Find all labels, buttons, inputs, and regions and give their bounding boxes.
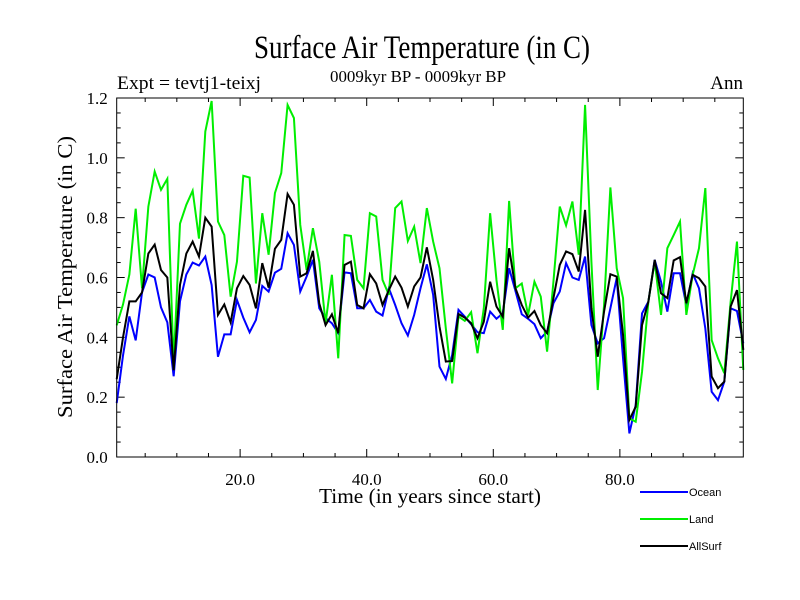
legend-label-allsurf: AllSurf bbox=[689, 541, 722, 553]
season-label: Ann bbox=[710, 73, 743, 94]
chart-subtitle: 0009kyr BP - 0009kyr BP bbox=[330, 67, 506, 86]
chart-title: Surface Air Temperature (in C) bbox=[254, 30, 590, 66]
legend-label-land: Land bbox=[689, 514, 713, 526]
series-line-allsurf bbox=[115, 191, 745, 424]
x-tick-label: 80.0 bbox=[605, 470, 635, 489]
series-layer bbox=[115, 100, 745, 434]
y-tick-label: 1.0 bbox=[86, 149, 107, 168]
y-tick-label: 0.8 bbox=[86, 209, 107, 228]
x-axis-label: Time (in years since start) bbox=[319, 484, 541, 508]
y-tick-label: 0.2 bbox=[86, 388, 107, 407]
axes: 20.0 40.0 60.0 80.0 0.0 0.2 0.4 0.6 0.8 1.0 1.2 bbox=[86, 89, 744, 489]
y-axis-label: Surface Air Temperature (in C) bbox=[53, 136, 77, 418]
experiment-label: Expt = tevtj1-teixj bbox=[117, 73, 261, 94]
legend-label-ocean: Ocean bbox=[689, 487, 721, 499]
y-tick-label: 1.2 bbox=[86, 89, 107, 108]
y-tick-label: 0.0 bbox=[86, 448, 107, 467]
x-tick-label: 20.0 bbox=[225, 470, 255, 489]
legend: Ocean Land AllSurf bbox=[640, 487, 722, 553]
x-tick-label: 40.0 bbox=[352, 470, 382, 489]
y-tick-label: 0.6 bbox=[86, 269, 107, 288]
y-tick-label: 0.4 bbox=[86, 328, 108, 347]
series-line-land bbox=[115, 100, 745, 424]
x-tick-label: 60.0 bbox=[478, 470, 508, 489]
plot-frame bbox=[116, 97, 744, 458]
